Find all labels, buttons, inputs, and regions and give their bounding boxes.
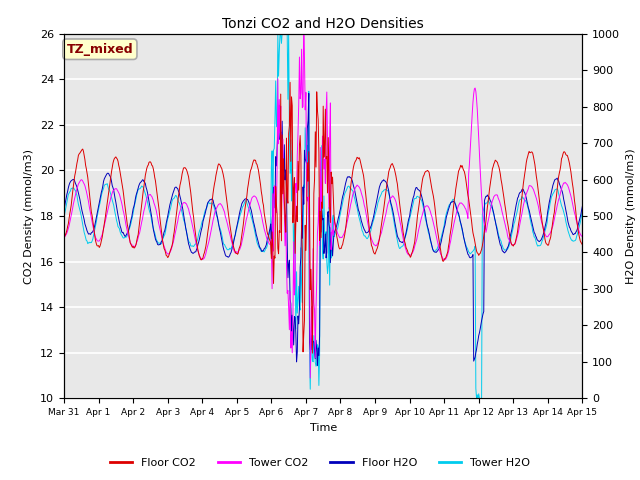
- Text: TZ_mixed: TZ_mixed: [67, 43, 133, 56]
- X-axis label: Time: Time: [310, 423, 337, 432]
- Title: Tonzi CO2 and H2O Densities: Tonzi CO2 and H2O Densities: [222, 17, 424, 31]
- Y-axis label: CO2 Density (mmol/m3): CO2 Density (mmol/m3): [24, 148, 35, 284]
- Legend: Floor CO2, Tower CO2, Floor H2O, Tower H2O: Floor CO2, Tower CO2, Floor H2O, Tower H…: [105, 453, 535, 472]
- Y-axis label: H2O Density (mmol/m3): H2O Density (mmol/m3): [626, 148, 636, 284]
